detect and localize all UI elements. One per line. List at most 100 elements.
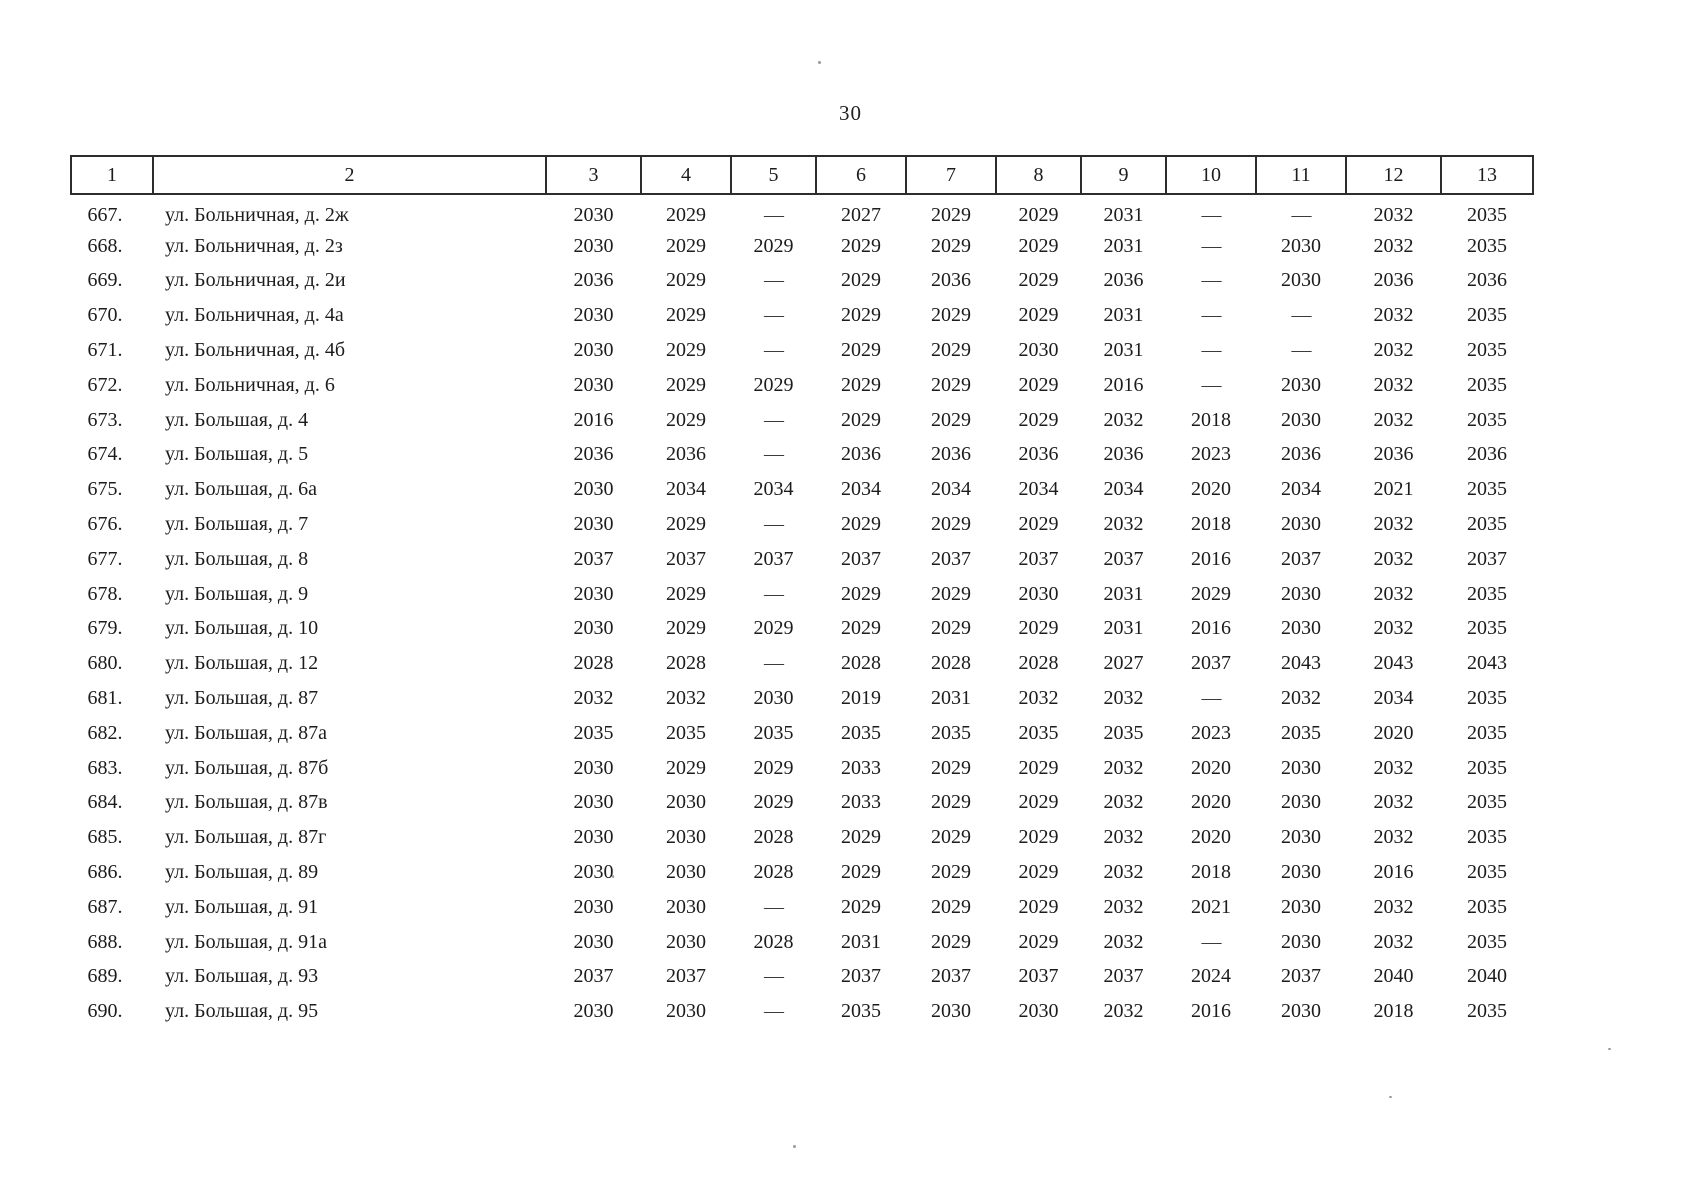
year-cell: 2030: [1281, 756, 1321, 779]
year-cell: 2037: [753, 547, 794, 570]
year-cell: 2030: [1281, 269, 1321, 292]
year-cell: 2021: [1191, 895, 1231, 918]
year-cell: 2016: [1373, 861, 1414, 884]
year-cell: 2020: [1373, 721, 1414, 744]
table-row: 668. ул. Больничная, д. 2з 2030 2029 2029 202…: [71, 229, 1533, 264]
empty-value-dash: —: [764, 1000, 784, 1023]
year-cell: —: [1166, 333, 1256, 368]
year-cell: 2035: [1467, 861, 1507, 884]
year-cell: 2043: [1467, 652, 1507, 675]
empty-value-dash: —: [764, 513, 784, 536]
year-cell: 2037: [666, 965, 706, 988]
empty-value-dash: —: [764, 269, 784, 292]
year-cell: 2036: [1373, 443, 1414, 466]
year-cell: 2029: [666, 339, 706, 362]
year-cell: 2035: [1018, 721, 1059, 744]
year-cell: 2036: [1103, 269, 1144, 292]
empty-value-dash: —: [1291, 304, 1312, 327]
year-cell: 2027: [1103, 652, 1144, 675]
row-number-cell: 685.: [87, 826, 123, 849]
year-cell: 2028: [1018, 652, 1059, 675]
year-cell: 2030: [573, 478, 614, 501]
table-row: 688. ул. Большая, д. 91а 2030 2030 2028 2031 2…: [71, 925, 1533, 960]
year-cell: 2029: [1018, 408, 1059, 431]
year-cell: 2035: [1467, 826, 1507, 849]
table-row: 677. ул. Большая, д. 8 2037 2037 2037 2037 203…: [71, 542, 1533, 577]
year-cell: 2032: [1373, 930, 1414, 953]
table-row: 687. ул. Большая, д. 91 2030 2030 — 2029 2029 2…: [71, 890, 1533, 925]
year-cell: 2037: [1191, 652, 1231, 675]
year-cell: 2037: [1018, 547, 1059, 570]
year-cell: 2020: [1191, 478, 1231, 501]
address-cell: ул. Больничная, д. 4а: [165, 304, 344, 327]
year-cell: 2030: [573, 204, 614, 227]
year-cell: 2024: [1191, 965, 1231, 988]
year-cell: 2032: [1373, 826, 1414, 849]
row-number-cell: 676.: [87, 513, 123, 536]
year-cell: 2030: [1281, 895, 1321, 918]
year-cell: 2029: [1191, 582, 1231, 605]
address-cell: ул. Больничная, д. 2з: [165, 234, 343, 257]
year-cell: 2037: [931, 547, 971, 570]
year-cell: 2032: [1103, 687, 1144, 710]
row-number-cell: 678.: [87, 582, 123, 605]
column-header-2: 2: [152, 155, 547, 195]
year-cell: 2036: [1373, 269, 1414, 292]
year-cell: 2043: [1373, 652, 1414, 675]
year-cell: 2029: [666, 408, 706, 431]
table-row: 680. ул. Большая, д. 12 2028 2028 — 2028 2028 2…: [71, 646, 1533, 681]
year-cell: 2023: [1191, 443, 1231, 466]
year-cell: 2035: [1467, 1000, 1507, 1023]
empty-value-dash: —: [764, 965, 784, 988]
table-row: 685. ул. Большая, д. 87г 2030 2030 2028 2029 2…: [71, 820, 1533, 855]
year-cell: 2029: [931, 204, 971, 227]
year-cell: 2034: [1103, 478, 1144, 501]
year-cell: —: [1166, 368, 1256, 403]
address-cell: ул. Большая, д. 4: [165, 408, 309, 431]
year-cell: 2030: [573, 339, 614, 362]
year-cell: 2029: [931, 791, 971, 814]
year-cell: 2029: [841, 373, 881, 396]
year-cell: 2029: [931, 930, 971, 953]
year-cell: 2032: [1103, 1000, 1144, 1023]
empty-value-dash: —: [1201, 930, 1222, 953]
year-cell: 2018: [1191, 861, 1231, 884]
year-cell: 2029: [1018, 513, 1059, 536]
year-cell: 2023: [1191, 721, 1231, 744]
year-cell: —: [1166, 194, 1256, 229]
year-cell: 2029: [1018, 373, 1059, 396]
year-cell: 2036: [841, 443, 881, 466]
year-cell: 2031: [841, 930, 881, 953]
empty-value-dash: —: [1201, 687, 1222, 710]
row-number-cell: 684.: [87, 791, 123, 814]
year-cell: 2029: [666, 269, 706, 292]
row-number-cell: 679.: [87, 617, 123, 640]
row-number-cell: 683.: [87, 756, 123, 779]
year-cell: 2029: [841, 234, 881, 257]
year-cell: 2036: [931, 443, 971, 466]
year-cell: —: [731, 507, 816, 542]
year-cell: 2032: [1373, 791, 1414, 814]
table-row: 667. ул. Больничная, д. 2ж 2030 2029 — 2027 20…: [71, 194, 1533, 229]
year-cell: 2037: [841, 547, 881, 570]
year-cell: 2029: [931, 513, 971, 536]
year-cell: 2016: [1191, 1000, 1231, 1023]
address-cell: ул. Больничная, д. 6: [165, 373, 335, 396]
year-cell: 2028: [573, 652, 614, 675]
year-cell: 2029: [1018, 861, 1059, 884]
year-cell: 2030: [573, 861, 614, 884]
row-number-cell: 688.: [87, 930, 123, 953]
row-number-cell: 677.: [87, 547, 123, 570]
year-cell: 2033: [841, 756, 881, 779]
address-cell: ул. Большая, д. 95: [165, 1000, 319, 1023]
year-cell: 2032: [1373, 339, 1414, 362]
year-cell: 2030: [573, 582, 614, 605]
year-cell: 2036: [931, 269, 971, 292]
address-cell: ул. Большая, д. 8: [165, 547, 309, 570]
year-cell: —: [1166, 264, 1256, 299]
year-cell: 2030: [1018, 1000, 1059, 1023]
year-cell: 2037: [1467, 547, 1507, 570]
year-cell: 2036: [666, 443, 706, 466]
year-cell: 2029: [841, 269, 881, 292]
scan-speckle: [818, 61, 821, 64]
